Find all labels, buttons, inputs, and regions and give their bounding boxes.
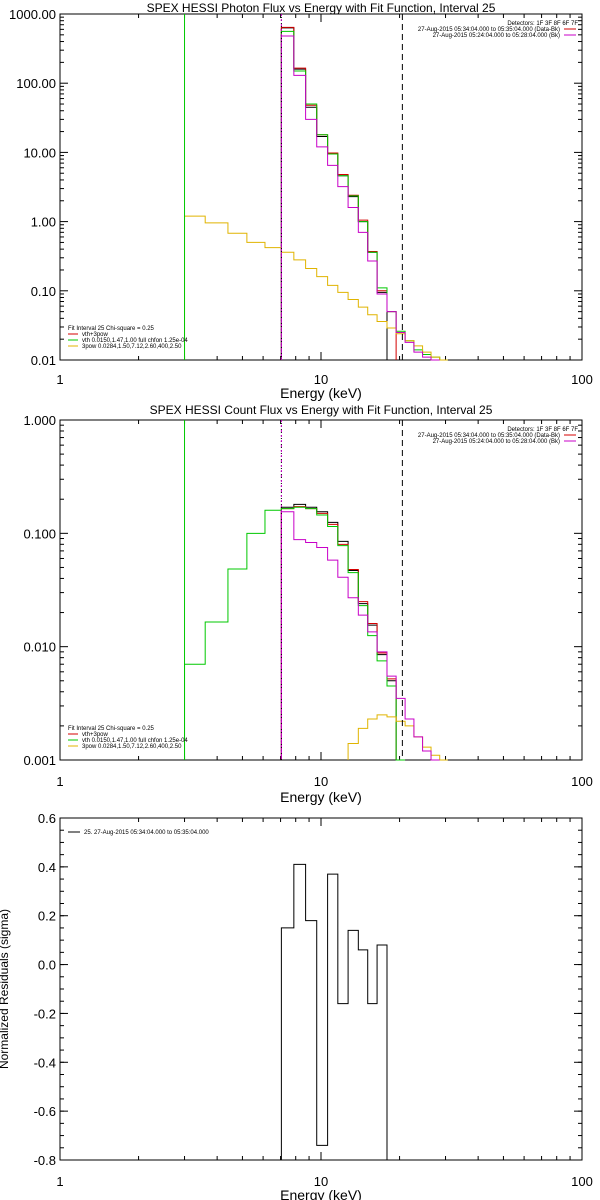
- x-tick-label: 1: [56, 774, 63, 789]
- y-tick-label: 0.001: [23, 753, 56, 768]
- plot-title-1: SPEX HESSI Photon Flux vs Energy with Fi…: [147, 1, 496, 15]
- series-line-1: [280, 863, 397, 1161]
- y-tick-label: -0.8: [34, 1153, 56, 1168]
- plot-frame-3: [59, 817, 583, 1161]
- y-tick-label: 100.00: [16, 76, 56, 91]
- series-line-5: [280, 511, 440, 761]
- series-line-2: [280, 26, 397, 360]
- legend-entry: 3pow 0.0284,1.50,7.12,2.60,400,2.50: [82, 344, 182, 350]
- y-tick-label: 0.10: [31, 284, 56, 299]
- legend-entry: vth 0.0150,1.47,1.00 full chfon 1.25e-04: [82, 738, 188, 744]
- y-tick-label: -0.4: [34, 1055, 56, 1070]
- y-tick-label: 1000.00: [9, 7, 56, 22]
- x-tick-label: 10: [314, 1174, 328, 1189]
- x-tick-label: 10: [314, 774, 328, 789]
- y-tick-label: -0.6: [34, 1104, 56, 1119]
- series-line-1: [280, 503, 397, 760]
- series-line-4: [184, 215, 448, 361]
- y-tick-label: 0.010: [23, 640, 56, 655]
- series-line-4: [347, 714, 448, 761]
- header-line-3: 27-Aug-2015 05:24:04.000 to 05:28:04.000…: [433, 33, 560, 39]
- y-tick-label: 0.4: [38, 860, 56, 875]
- y-axis-label: Normalized Residuals (sigma): [0, 909, 11, 1069]
- x-axis-label: Energy (keV): [280, 789, 362, 805]
- y-tick-label: 1.00: [31, 215, 56, 230]
- fit-info-title: Fit Interval 25 Chi-square = 0.25: [68, 726, 155, 732]
- x-tick-label: 100: [571, 774, 593, 789]
- y-tick-label: 0.01: [31, 353, 56, 368]
- x-axis-label: Energy (keV): [280, 1187, 362, 1200]
- series-line-3: [184, 506, 406, 761]
- y-tick-label: 0.6: [38, 811, 56, 826]
- x-tick-label: 100: [571, 1174, 593, 1189]
- legend-entry: vth+3pow: [82, 732, 109, 738]
- legend-entry: 25. 27-Aug-2015 05:34:04.000 to 05:35:04…: [84, 830, 209, 836]
- x-tick-label: 1: [56, 372, 63, 387]
- header-line-1: Detectors: 1F 3F 8F 6F 7F: [507, 427, 578, 433]
- fit-info-title: Fit Interval 25 Chi-square = 0.25: [68, 326, 155, 332]
- y-tick-label: 0.100: [23, 526, 56, 541]
- plot-title-2: SPEX HESSI Count Flux vs Energy with Fit…: [150, 403, 493, 417]
- x-tick-label: 10: [314, 372, 328, 387]
- header-line-3: 27-Aug-2015 05:24:04.000 to 05:28:04.000…: [433, 439, 560, 445]
- legend-entry: vth+3pow: [82, 332, 109, 338]
- header-line-2: 27-Aug-2015 05:34:04.000 to 05:35:04.000…: [418, 433, 560, 439]
- series-line-2: [280, 506, 397, 760]
- series-line-1: [280, 27, 388, 360]
- series-line-5: [280, 35, 440, 361]
- x-tick-label: 100: [571, 372, 593, 387]
- header-line-2: 27-Aug-2015 05:34:04.000 to 05:35:04.000…: [418, 27, 560, 33]
- x-axis-label: Energy (keV): [280, 385, 362, 401]
- y-tick-label: 0.2: [38, 909, 56, 924]
- header-line-1: Detectors: 1F 3F 8F 6F 7F: [507, 21, 578, 27]
- y-tick-label: -0.2: [34, 1006, 56, 1021]
- legend-entry: 3pow 0.0284,1.50,7.12,2.60,400,2.50: [82, 744, 182, 750]
- legend-entry: vth 0.0150,1.47,1.00 full chfon 1.25e-04: [82, 338, 188, 344]
- y-tick-label: 1.000: [23, 413, 56, 428]
- y-tick-label: 0.0: [38, 958, 56, 973]
- plot-frame-2: [59, 419, 583, 761]
- x-tick-label: 1: [56, 1174, 63, 1189]
- series-line-3: [280, 30, 448, 361]
- plot-frame-1: [59, 13, 583, 361]
- y-tick-label: 10.00: [23, 145, 56, 160]
